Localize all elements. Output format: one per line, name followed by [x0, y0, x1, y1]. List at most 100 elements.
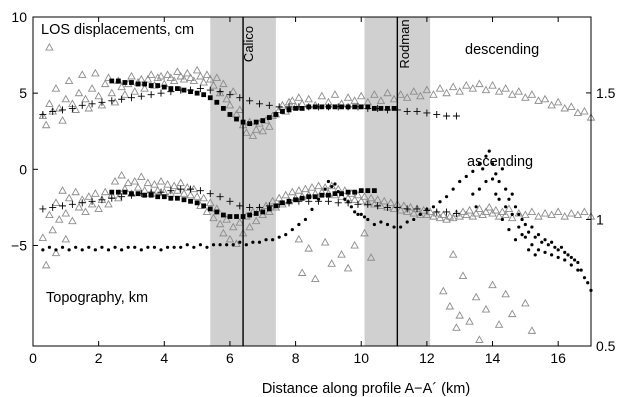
- point-descending-triangle-80: [304, 94, 313, 103]
- point-ascending-triangle-72: [274, 193, 284, 202]
- point-ascending-triangle-91: [337, 192, 346, 200]
- point-ascending-triangle-148: [540, 208, 550, 217]
- point-ascending-cross-21: [246, 203, 254, 211]
- point-ascending-cross-23: [265, 202, 273, 210]
- point-ascending-scatter-triangle-0: [45, 42, 54, 51]
- point-ascending-triangle-78: [294, 186, 304, 194]
- point-topography-dot-94: [550, 240, 554, 244]
- point-topography-spread-dot-14: [563, 258, 567, 262]
- point-ascending-cross-38: [413, 205, 421, 213]
- annotation-topography: Topography, km: [46, 290, 148, 306]
- point-descending-triangle-113: [521, 93, 530, 101]
- point-topography-spread-dot-8: [523, 235, 527, 239]
- point-descending-triangle-65: [251, 125, 261, 133]
- point-ascending-triangle-40: [169, 181, 179, 190]
- point-ascending-triangle-4: [51, 198, 61, 206]
- point-topography-dot-68: [444, 195, 449, 199]
- point-ascending-triangle-7: [61, 208, 71, 217]
- point-ascending-triangle-122: [439, 210, 448, 219]
- point-topography-dot-49: [343, 197, 347, 201]
- point-topography-dot-103: [579, 268, 583, 272]
- point-topography-dot-50: [346, 200, 350, 204]
- point-ascending-triangle-50: [202, 207, 212, 216]
- point-ascending-triangle-14: [84, 192, 94, 200]
- point-descending-cross-12: [157, 89, 165, 97]
- point-topography-spread-dot-9: [530, 243, 534, 247]
- point-ascending-triangle-26: [123, 178, 133, 187]
- point-ascending-scatter-triangle-10: [343, 263, 353, 272]
- point-ascending-scatter-triangle-6: [311, 274, 320, 283]
- point-topography-dot-95: [553, 245, 557, 249]
- point-descending-triangle-121: [573, 108, 583, 117]
- point-ascending-triangle-57: [225, 234, 235, 243]
- point-ascending-cross-0: [39, 205, 47, 213]
- point-ascending-triangle-152: [567, 208, 576, 217]
- point-ascending-square-32: [319, 192, 325, 198]
- point-ascending-triangle-9: [68, 216, 77, 225]
- point-ascending-triangle-29: [133, 183, 143, 191]
- point-descending-cross-8: [118, 95, 126, 103]
- point-topography-dot-43: [323, 187, 327, 191]
- point-descending-square-24: [266, 115, 272, 120]
- point-descending-square-26: [280, 109, 285, 114]
- point-descending-cross-24: [275, 103, 283, 111]
- point-ascending-cross-30: [334, 199, 342, 207]
- point-ascending-triangle-116: [419, 205, 428, 214]
- point-topography-dot-57: [372, 222, 376, 227]
- point-ascending-triangle-28: [130, 176, 140, 185]
- point-descending-triangle-108: [488, 81, 497, 89]
- point-topography-dot-19: [165, 245, 170, 249]
- point-descending-triangle-24: [117, 82, 126, 91]
- point-ascending-square-22: [253, 211, 259, 216]
- point-topography-dot-91: [540, 240, 544, 244]
- point-descending-triangle-107: [481, 85, 491, 94]
- point-topography-dot-81: [507, 197, 511, 201]
- point-topography-dot-56: [366, 217, 370, 222]
- point-descending-cross-17: [206, 86, 214, 94]
- point-topography-dot-15: [139, 248, 143, 252]
- point-descending-cross-9: [127, 94, 135, 102]
- point-descending-triangle-97: [416, 91, 425, 100]
- point-descending-triangle-88: [356, 91, 366, 100]
- point-descending-triangle-42: [176, 71, 185, 80]
- point-descending-triangle-112: [514, 87, 524, 95]
- point-topography-spread-dot-21: [507, 227, 511, 232]
- point-topography-dot-78: [497, 179, 501, 184]
- point-descending-cross-33: [364, 104, 372, 112]
- point-ascending-cross-10: [137, 190, 145, 198]
- point-descending-triangle-27: [127, 71, 136, 80]
- point-descending-cross-2: [59, 106, 67, 114]
- point-topography-dot-36: [277, 235, 281, 239]
- point-descending-triangle-46: [189, 76, 199, 85]
- point-descending-square-16: [214, 99, 220, 105]
- point-topography-dot-10: [106, 248, 111, 252]
- point-ascending-cross-14: [177, 185, 185, 193]
- point-topography-dot-99: [566, 253, 570, 257]
- point-ascending-square-40: [371, 188, 377, 194]
- point-ascending-cross-26: [295, 197, 303, 205]
- point-ascending-cross-33: [364, 200, 372, 208]
- point-ascending-scatter-triangle-23: [481, 304, 491, 313]
- point-ascending-cross-13: [167, 187, 175, 195]
- point-topography-spread-dot-23: [520, 233, 524, 237]
- point-topography-dot-100: [569, 255, 573, 260]
- point-ascending-triangle-42: [176, 178, 185, 187]
- point-ascending-scatter-triangle-19: [458, 271, 468, 279]
- point-descending-triangle-79: [297, 99, 307, 107]
- point-descending-triangle-114: [527, 90, 537, 98]
- point-ascending-triangle-6: [58, 186, 67, 194]
- point-ascending-scatter-triangle-1: [51, 248, 61, 257]
- point-topography-spread-dot-19: [494, 192, 498, 196]
- point-ascending-scatter-triangle-17: [452, 323, 461, 331]
- fault-label-rodman: Rodman: [397, 19, 412, 68]
- point-descending-triangle-51: [205, 74, 215, 83]
- y-tick-label-3: −5: [11, 237, 27, 253]
- point-descending-triangle-5: [54, 103, 64, 112]
- right-tick-label-2: 0.5: [596, 338, 616, 354]
- point-topography-dot-70: [458, 179, 462, 184]
- point-ascending-triangle-70: [268, 196, 277, 205]
- point-ascending-triangle-49: [199, 193, 208, 202]
- point-descending-triangle-14: [84, 103, 94, 112]
- point-ascending-square-5: [142, 192, 147, 198]
